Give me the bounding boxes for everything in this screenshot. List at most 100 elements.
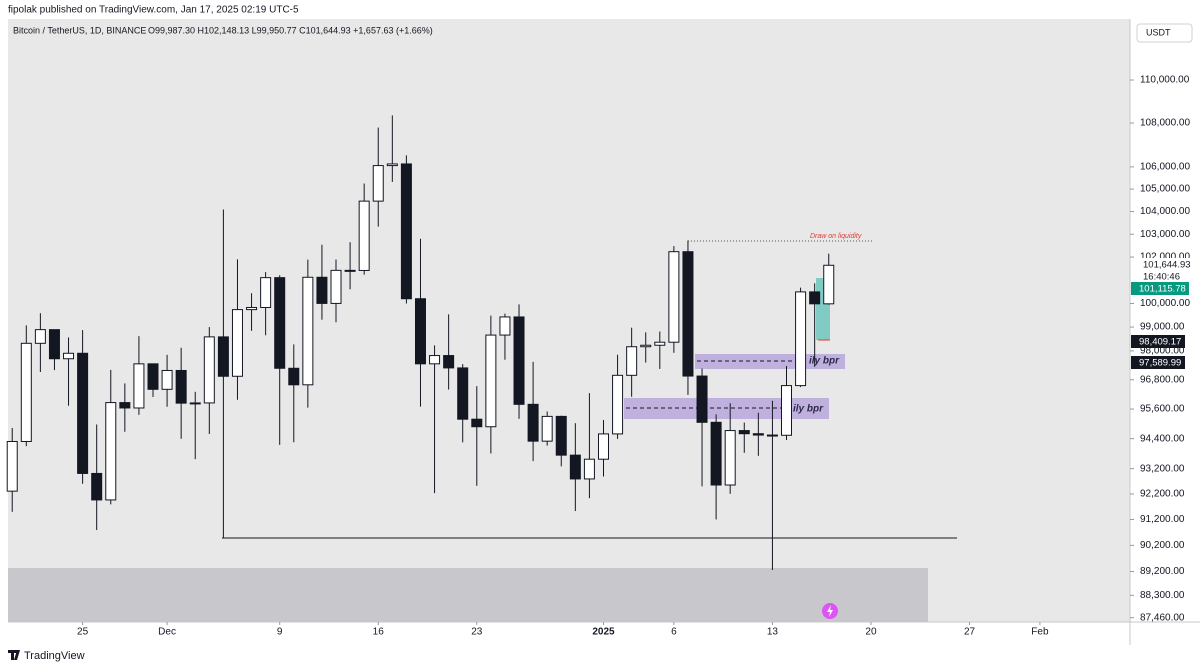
candle-body: [527, 403, 539, 442]
y-tick-label: 105,000.00: [1140, 184, 1190, 195]
y-tick-label: 100,000.00: [1140, 298, 1190, 309]
price-label-bg: [1131, 335, 1185, 348]
candle-body: [386, 163, 398, 167]
x-tick-label: 23: [471, 627, 483, 638]
candle-body: [668, 251, 680, 343]
candle-body: [316, 276, 328, 304]
ohlc: O99,987.30 H102,148.13 L99,950.77 C101,6…: [148, 25, 433, 35]
annotation: ily bpr: [809, 356, 840, 367]
logo: [8, 650, 20, 660]
y-tick-label: 99,000.00: [1140, 322, 1185, 333]
x-tick-label: 25: [77, 627, 89, 638]
price-label: 16:40:46: [1143, 272, 1180, 283]
symbol: Bitcoin / TetherUS, 1D, BINANCE: [13, 25, 146, 35]
candle-body: [77, 352, 89, 474]
candle-body: [555, 415, 567, 456]
candle-body: [583, 458, 595, 480]
price-label: 98,409.17: [1139, 337, 1181, 348]
plot-area: [8, 19, 1130, 622]
candle-body: [260, 277, 272, 308]
candle-body: [372, 165, 384, 202]
candle-body: [91, 472, 103, 501]
marks: [6, 115, 835, 571]
price-axis: 110,000.00 108,000.00 106,000.00 105,000.00…: [1130, 75, 1190, 623]
candle-body: [119, 402, 131, 409]
candle-body: [541, 415, 553, 442]
candle-body: [823, 264, 835, 305]
candle-body: [288, 367, 300, 386]
x-tick-label: 16: [373, 627, 385, 638]
candle-body: [682, 251, 694, 377]
y-tick-label: 96,800.00: [1140, 374, 1185, 385]
price-label: 101,115.78: [1139, 284, 1186, 295]
candle-body: [471, 418, 483, 428]
candle-body: [809, 291, 821, 305]
x-tick-label: 9: [277, 627, 283, 638]
candle-body: [330, 269, 342, 304]
y-tick-label: 108,000.00: [1140, 118, 1190, 129]
candle-body: [302, 276, 314, 386]
candle-body: [429, 355, 441, 365]
candle-body: [400, 163, 412, 300]
candle-body: [274, 277, 286, 369]
candle-body: [34, 329, 46, 344]
price-label: 97,589.99: [1139, 358, 1181, 369]
candle-body: [781, 385, 793, 436]
publisher: fipolak published on TradingView.com, Ja…: [8, 5, 299, 16]
footer: TradingView: [24, 650, 85, 662]
candle-body: [63, 352, 75, 360]
candle-body: [217, 336, 229, 377]
price-label: 101,644.93: [1143, 260, 1191, 271]
y-tick-label: 110,000.00: [1140, 75, 1190, 86]
x-tick-label: 20: [865, 627, 877, 638]
candle-body: [414, 298, 426, 365]
y-tick-label: 87,460.00: [1140, 612, 1185, 623]
candle-body: [696, 375, 708, 423]
y-tick-label: 95,600.00: [1140, 404, 1185, 415]
candle-body: [147, 363, 159, 390]
candle-body: [612, 374, 624, 435]
candle-body: [569, 454, 581, 480]
y-tick-label: 103,000.00: [1140, 229, 1190, 240]
candle-body: [710, 421, 722, 486]
candle-body: [105, 402, 117, 501]
currency: USDT: [1146, 27, 1171, 37]
currency-box: [1136, 23, 1193, 43]
candle-body: [133, 363, 145, 409]
annotation: ily bpr: [793, 404, 824, 415]
y-tick-label: 91,200.00: [1140, 514, 1185, 525]
annotation: Draw on liquidity: [810, 233, 862, 240]
candle-body: [640, 344, 652, 348]
y-tick-label: 104,000.00: [1140, 206, 1190, 217]
candle-body: [443, 355, 455, 369]
candle-body: [626, 346, 638, 376]
alert-icon-bolt: [827, 605, 833, 617]
candle-body: [766, 434, 778, 437]
candle-body: [48, 329, 60, 360]
price-label-bg: [1131, 356, 1185, 369]
candle-body: [795, 291, 807, 387]
x-tick-label: 27: [964, 627, 976, 638]
candle-body: [499, 316, 511, 336]
x-tick-label: Dec: [158, 627, 176, 638]
candle-body: [724, 430, 736, 486]
y-tick-label: 94,400.00: [1140, 433, 1185, 444]
candle-body: [485, 334, 497, 428]
candle-body: [752, 433, 764, 436]
y-tick-label: 90,200.00: [1140, 540, 1185, 551]
zone: [8, 568, 928, 622]
y-tick-label: 92,200.00: [1140, 489, 1185, 500]
x-tick-label: 2025: [592, 627, 615, 638]
candle-body: [738, 430, 750, 435]
candle-body: [161, 369, 173, 390]
x-tick-label: 13: [767, 627, 779, 638]
y-tick-label: 98,000.00: [1140, 346, 1185, 357]
candle-body: [654, 341, 666, 346]
x-tick-label: Feb: [1031, 627, 1049, 638]
candle-body: [175, 369, 187, 404]
y-tick-label: 102,000.00: [1140, 252, 1190, 263]
candle-body: [231, 309, 243, 377]
candle-body: [457, 367, 469, 420]
